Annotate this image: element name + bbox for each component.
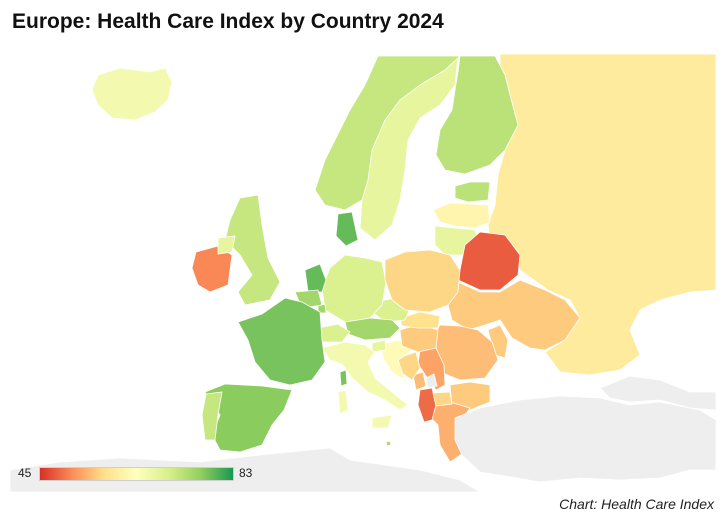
- region-austria: [344, 317, 401, 341]
- region-italy: [321, 341, 409, 411]
- legend-min-label: 45: [18, 466, 32, 480]
- region-iceland: [91, 67, 173, 121]
- region-portugal: [201, 391, 223, 441]
- region-slovenia: [371, 339, 387, 353]
- region-estonia: [454, 181, 491, 203]
- region-norway: [314, 55, 462, 211]
- legend-gradient-bar: [39, 467, 234, 481]
- region-malta: [385, 440, 392, 447]
- legend-max-label: 83: [239, 466, 253, 480]
- europe-map: [10, 54, 716, 492]
- region-finland: [435, 55, 519, 175]
- region-sardinia: [337, 389, 349, 415]
- page-title: Europe: Health Care Index by Country 202…: [12, 10, 444, 33]
- region-latvia: [432, 202, 491, 229]
- region-corsica: [339, 369, 348, 387]
- region-sicily: [371, 414, 393, 429]
- region-north-africa: [10, 447, 481, 492]
- region-northern-ireland: [217, 235, 236, 255]
- chart-credit: Chart: Health Care Index: [559, 496, 714, 512]
- region-switzerland: [317, 323, 351, 343]
- region-netherlands: [304, 263, 327, 293]
- region-turkey: [454, 395, 716, 483]
- region-montenegro: [412, 371, 427, 391]
- map-svg: [10, 54, 716, 492]
- region-poland: [384, 249, 461, 313]
- region-france: [237, 297, 326, 386]
- region-kosovo: [425, 373, 438, 389]
- region-georgia: [599, 375, 716, 411]
- region-north-macedonia: [432, 391, 453, 407]
- region-germany: [321, 254, 387, 323]
- region-united-kingdom: [224, 194, 281, 306]
- region-denmark: [335, 211, 359, 247]
- region-slovakia: [399, 311, 441, 329]
- region-albania: [417, 387, 437, 423]
